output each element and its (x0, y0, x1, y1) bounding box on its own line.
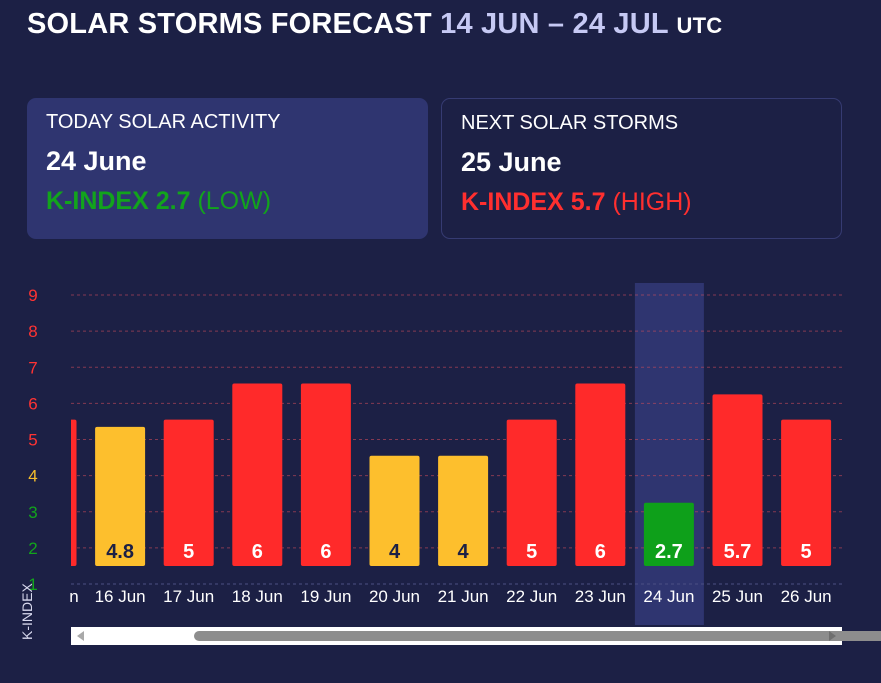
today-card-date: 24 June (46, 146, 147, 176)
x-tick-label: 26 Jun (781, 587, 832, 606)
y-tick-label: 7 (28, 358, 37, 377)
x-tick-label: 25 Jun (712, 587, 763, 606)
chart-horizontal-scrollbar[interactable] (71, 627, 881, 645)
x-tick-label: 23 Jun (575, 587, 626, 606)
bar (781, 419, 832, 566)
bar-data-label: 2.7 (655, 541, 683, 563)
bar-data-label: 4.8 (106, 541, 134, 563)
next-storm-card: NEXT SOLAR STORMS 25 June K-INDEX 5.7 (H… (441, 98, 842, 239)
next-card-date: 25 June (461, 147, 562, 177)
x-tick-label: 21 Jun (438, 587, 489, 606)
bar (506, 419, 557, 566)
y-tick-label: 4 (28, 467, 37, 486)
scroll-left-arrow-icon[interactable] (77, 631, 84, 641)
bar (575, 383, 626, 566)
bar-data-label: 4 (458, 541, 470, 563)
kindex-bar-chart: 1 2 3 4 5 6 7 8 9 4.8 5 6 6 4 4 5 6 2.7 5.7 5 n 16 Jun 17 Jun 1… (28, 283, 842, 625)
page-title: SOLAR STORMS FORECAST 14 JUN – 24 JUL UT… (27, 8, 722, 41)
bar-data-label: 5.7 (724, 541, 752, 563)
scroll-right-arrow-icon[interactable] (829, 631, 836, 641)
x-tick-label: 24 Jun (643, 587, 694, 606)
bar (712, 394, 763, 566)
scrollbar-thumb[interactable] (194, 631, 881, 641)
x-tick-label: 17 Jun (163, 587, 214, 606)
y-tick-label: 8 (28, 322, 37, 341)
bar (232, 383, 283, 566)
today-activity-card: TODAY SOLAR ACTIVITY 24 June K-INDEX 2.7… (27, 98, 428, 239)
bar (163, 419, 214, 566)
title-main: SOLAR STORMS FORECAST (27, 8, 432, 40)
x-tick-label: 19 Jun (300, 587, 351, 606)
next-card-label: NEXT SOLAR STORMS (461, 112, 679, 134)
today-kindex-level: (LOW) (197, 187, 272, 215)
bar-data-label: 5 (183, 541, 194, 563)
today-kindex-line: K-INDEX 2.7 (LOW) (46, 187, 409, 216)
x-tick-label: 22 Jun (506, 587, 557, 606)
title-timezone: UTC (676, 13, 723, 38)
title-date-range: 14 JUN – 24 JUL (440, 8, 669, 40)
bar-data-label: 6 (252, 541, 263, 563)
y-tick-label: 3 (28, 503, 37, 522)
next-kindex-level: (HIGH) (612, 188, 692, 216)
bar (95, 426, 146, 566)
next-kindex-line: K-INDEX 5.7 (HIGH) (461, 188, 822, 217)
y-tick-label: 2 (28, 539, 37, 558)
y-tick-label: 6 (28, 394, 37, 413)
bar-data-label: 6 (595, 541, 606, 563)
bar (438, 455, 489, 566)
bar (300, 383, 351, 566)
bar-data-label: 4 (389, 541, 401, 563)
today-kindex-value: K-INDEX 2.7 (46, 187, 191, 215)
y-tick-label: 1 (28, 575, 37, 594)
bar (369, 455, 420, 566)
x-tick-label: 18 Jun (232, 587, 283, 606)
y-tick-label: 5 (28, 431, 37, 450)
bar (71, 419, 77, 566)
x-tick-label: 20 Jun (369, 587, 420, 606)
bar (643, 502, 694, 566)
highlight-column (634, 283, 704, 625)
x-tick-label: n (69, 587, 78, 606)
bar-data-label: 5 (801, 541, 812, 563)
bar-data-label: 6 (320, 541, 331, 563)
next-kindex-value: K-INDEX 5.7 (461, 188, 606, 216)
y-tick-label: 9 (28, 286, 37, 305)
x-tick-label: 16 Jun (95, 587, 146, 606)
today-card-label: TODAY SOLAR ACTIVITY (46, 111, 281, 133)
bar-data-label: 5 (526, 541, 537, 563)
y-axis-label: K-INDEX (19, 583, 35, 640)
